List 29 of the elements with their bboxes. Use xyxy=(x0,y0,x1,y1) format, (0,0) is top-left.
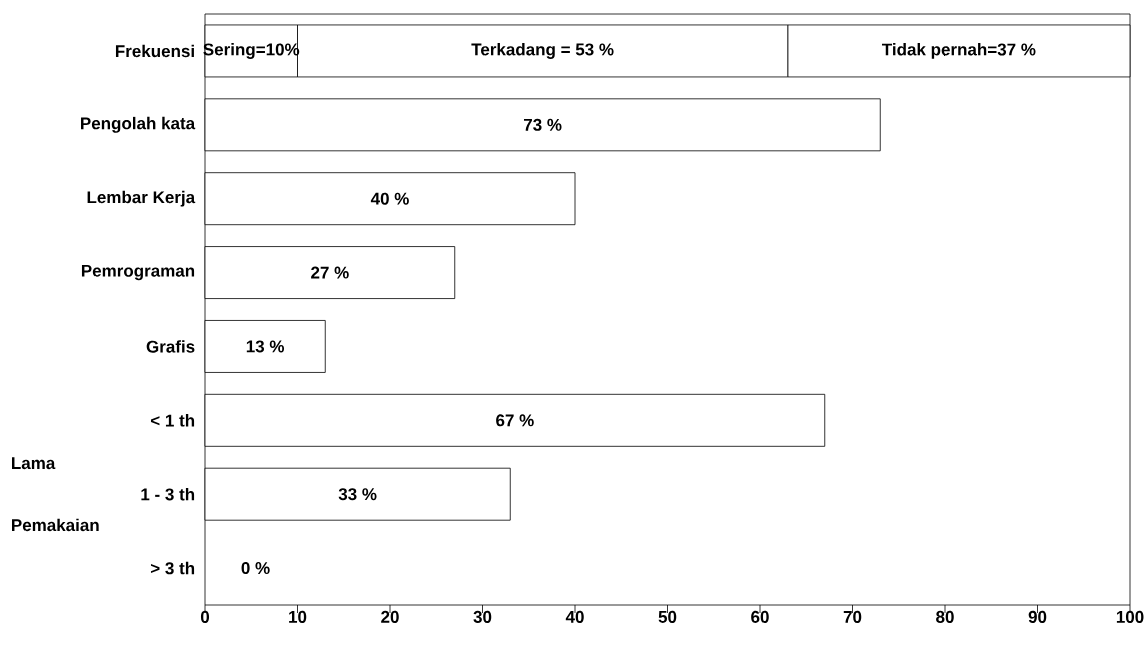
y-tick-label: > 3 th xyxy=(150,561,195,575)
x-tick-label: 90 xyxy=(1028,610,1047,623)
x-tick-label: 0 xyxy=(200,610,210,623)
data-label: 33 % xyxy=(338,488,377,501)
data-label: 0 % xyxy=(241,562,270,575)
y-tick-label: Frekuensi xyxy=(115,44,194,58)
x-tick-label: 50 xyxy=(658,610,677,623)
x-tick-label: 40 xyxy=(565,610,584,623)
x-tick-label: 100 xyxy=(1116,610,1144,623)
x-tick-label: 30 xyxy=(473,610,492,623)
data-label: 73 % xyxy=(524,118,562,131)
data-label: 67 % xyxy=(496,414,534,427)
y-tick-label: Pengolah kata xyxy=(81,116,196,133)
y-tick-label: Lembar Kerja xyxy=(87,190,196,207)
x-tick-label: 10 xyxy=(289,610,307,623)
x-tick-label: 20 xyxy=(381,610,399,623)
y-tick-label: < 1 th xyxy=(150,414,195,427)
y-tick-label: Pemrograman xyxy=(81,264,195,281)
x-tick-label: 70 xyxy=(843,610,862,623)
data-label: 13 % xyxy=(246,340,285,353)
data-label: Tidak pernah=37 % xyxy=(881,43,1036,59)
y-tick-label: 1 - 3 th xyxy=(141,487,195,501)
x-tick-label: 60 xyxy=(751,610,769,623)
x-tick-label: 80 xyxy=(936,610,954,623)
data-label: 27 % xyxy=(311,266,349,279)
data-label: Terkadang = 53 % xyxy=(471,42,614,59)
data-label: 40 % xyxy=(370,192,409,205)
y-tick-label: Grafis xyxy=(146,340,195,353)
text: Lama Pemakaian xyxy=(12,457,99,532)
